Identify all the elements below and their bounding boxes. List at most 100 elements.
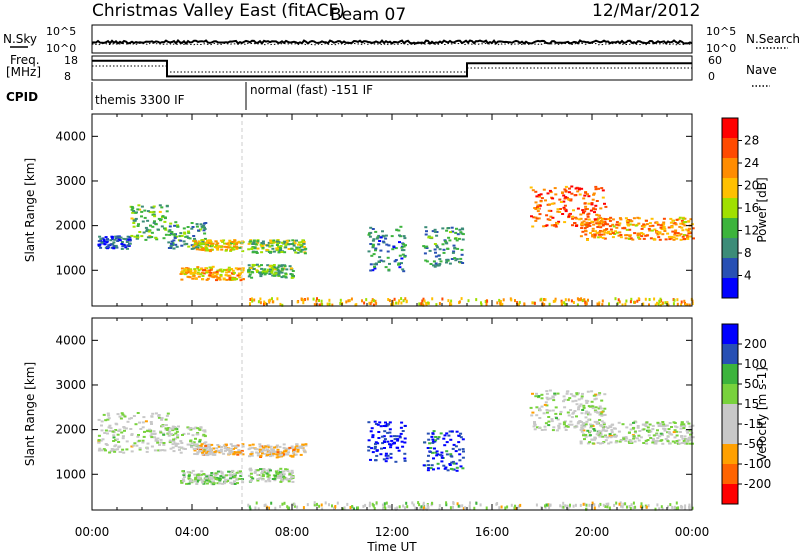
heatmap-cell (636, 299, 639, 303)
heatmap-cell (239, 279, 243, 282)
heatmap-cell (568, 187, 571, 190)
heatmap-cell (203, 430, 207, 433)
heatmap-cell (292, 452, 296, 455)
heatmap-cell (558, 198, 562, 201)
heatmap-cell (434, 255, 438, 258)
colorbar-tick-label: 28 (744, 134, 759, 148)
heatmap-cell (296, 448, 300, 451)
heatmap-cell (171, 242, 175, 245)
xtick-labels: 00:00 04:00 08:00 12:00 16:00 20:00 00:00 (75, 525, 710, 539)
heatmap-cell (496, 301, 499, 305)
heatmap-cell (276, 476, 280, 479)
heatmap-cell (659, 422, 662, 425)
heatmap-cell (597, 407, 601, 410)
heatmap-cell (374, 262, 378, 265)
heatmap-cell (223, 447, 227, 450)
heatmap-cell (181, 478, 185, 481)
heatmap-cell (596, 302, 599, 306)
heatmap-cell (370, 447, 374, 450)
heatmap-cell (251, 446, 255, 449)
heatmap-cell (231, 445, 235, 447)
heatmap-cell (564, 185, 568, 188)
heatmap-cell (287, 248, 291, 250)
heatmap-cell (376, 423, 380, 426)
heatmap-cell (587, 218, 591, 221)
heatmap-cell (573, 410, 577, 412)
heatmap-cell (193, 268, 197, 271)
heatmap-cell (264, 445, 268, 448)
heatmap-cell (461, 467, 465, 470)
heatmap-cell (373, 263, 377, 266)
heatmap-cell (592, 192, 596, 195)
heatmap-cell (389, 446, 393, 449)
heatmap-cell (265, 472, 269, 475)
heatmap-cell (377, 243, 381, 246)
heatmap-cell (276, 297, 279, 301)
heatmap-cell (606, 223, 610, 226)
heatmap-cell (427, 506, 430, 510)
heatmap-cell (400, 262, 403, 265)
heatmap-cell (298, 246, 302, 249)
heatmap-cell (267, 470, 271, 473)
power-ylabel: Slant Range [km] (23, 158, 37, 262)
heatmap-cell (584, 208, 588, 211)
heatmap-cell (237, 272, 241, 275)
heatmap-cell (252, 241, 256, 244)
heatmap-cell (170, 433, 173, 436)
heatmap-cell (584, 412, 588, 415)
heatmap-cell (401, 253, 405, 256)
heatmap-cell (668, 238, 672, 241)
heatmap-cell (194, 426, 198, 429)
heatmap-cell (195, 246, 199, 249)
heatmap-cell (567, 423, 571, 426)
heatmap-cell (618, 231, 622, 234)
heatmap-cell (640, 225, 644, 228)
heatmap-cell (630, 503, 633, 507)
heatmap-cell (374, 249, 377, 252)
heatmap-cell (277, 274, 281, 277)
heatmap-cell (267, 299, 270, 303)
heatmap-cell (689, 435, 693, 438)
heatmap-cell (110, 235, 114, 238)
heatmap-cell (657, 425, 661, 427)
heatmap-cell (574, 424, 578, 427)
heatmap-cell (398, 234, 401, 237)
heatmap-cell (285, 468, 289, 471)
heatmap-cell (268, 506, 270, 510)
heatmap-cell (234, 278, 238, 280)
heatmap-cell (241, 269, 245, 272)
heatmap-cell (239, 478, 243, 480)
heatmap-cell (286, 447, 290, 450)
heatmap-cell (155, 238, 159, 241)
heatmap-cell (113, 238, 117, 241)
power-heatmap (97, 114, 695, 307)
heatmap-cell (184, 235, 188, 238)
power-ytick-label: 4000 (55, 129, 86, 143)
heatmap-cell (107, 414, 111, 417)
heatmap-cell (276, 448, 280, 451)
heatmap-cell (290, 469, 294, 472)
heatmap-cell (595, 232, 599, 235)
heatmap-cell (379, 453, 383, 456)
heatmap-cell (574, 224, 578, 227)
heatmap-cell (461, 448, 465, 451)
power-panel-frame (91, 113, 693, 307)
heatmap-cell (196, 446, 200, 449)
heatmap-cell (277, 455, 281, 458)
heatmap-cell (450, 226, 454, 229)
heatmap-cell (427, 467, 431, 470)
heatmap-cell (675, 441, 679, 444)
heatmap-cell (217, 449, 220, 452)
heatmap-cell (281, 470, 284, 473)
heatmap-cell (455, 227, 458, 230)
heatmap-cell (201, 241, 205, 244)
heatmap-cell (161, 449, 165, 452)
heatmap-cell (374, 423, 378, 425)
heatmap-cell (293, 450, 297, 453)
heatmap-cell (543, 303, 546, 307)
heatmap-cell (385, 243, 389, 246)
heatmap-cell (688, 505, 690, 509)
heatmap-cell (394, 247, 398, 250)
heatmap-cell (502, 298, 505, 302)
